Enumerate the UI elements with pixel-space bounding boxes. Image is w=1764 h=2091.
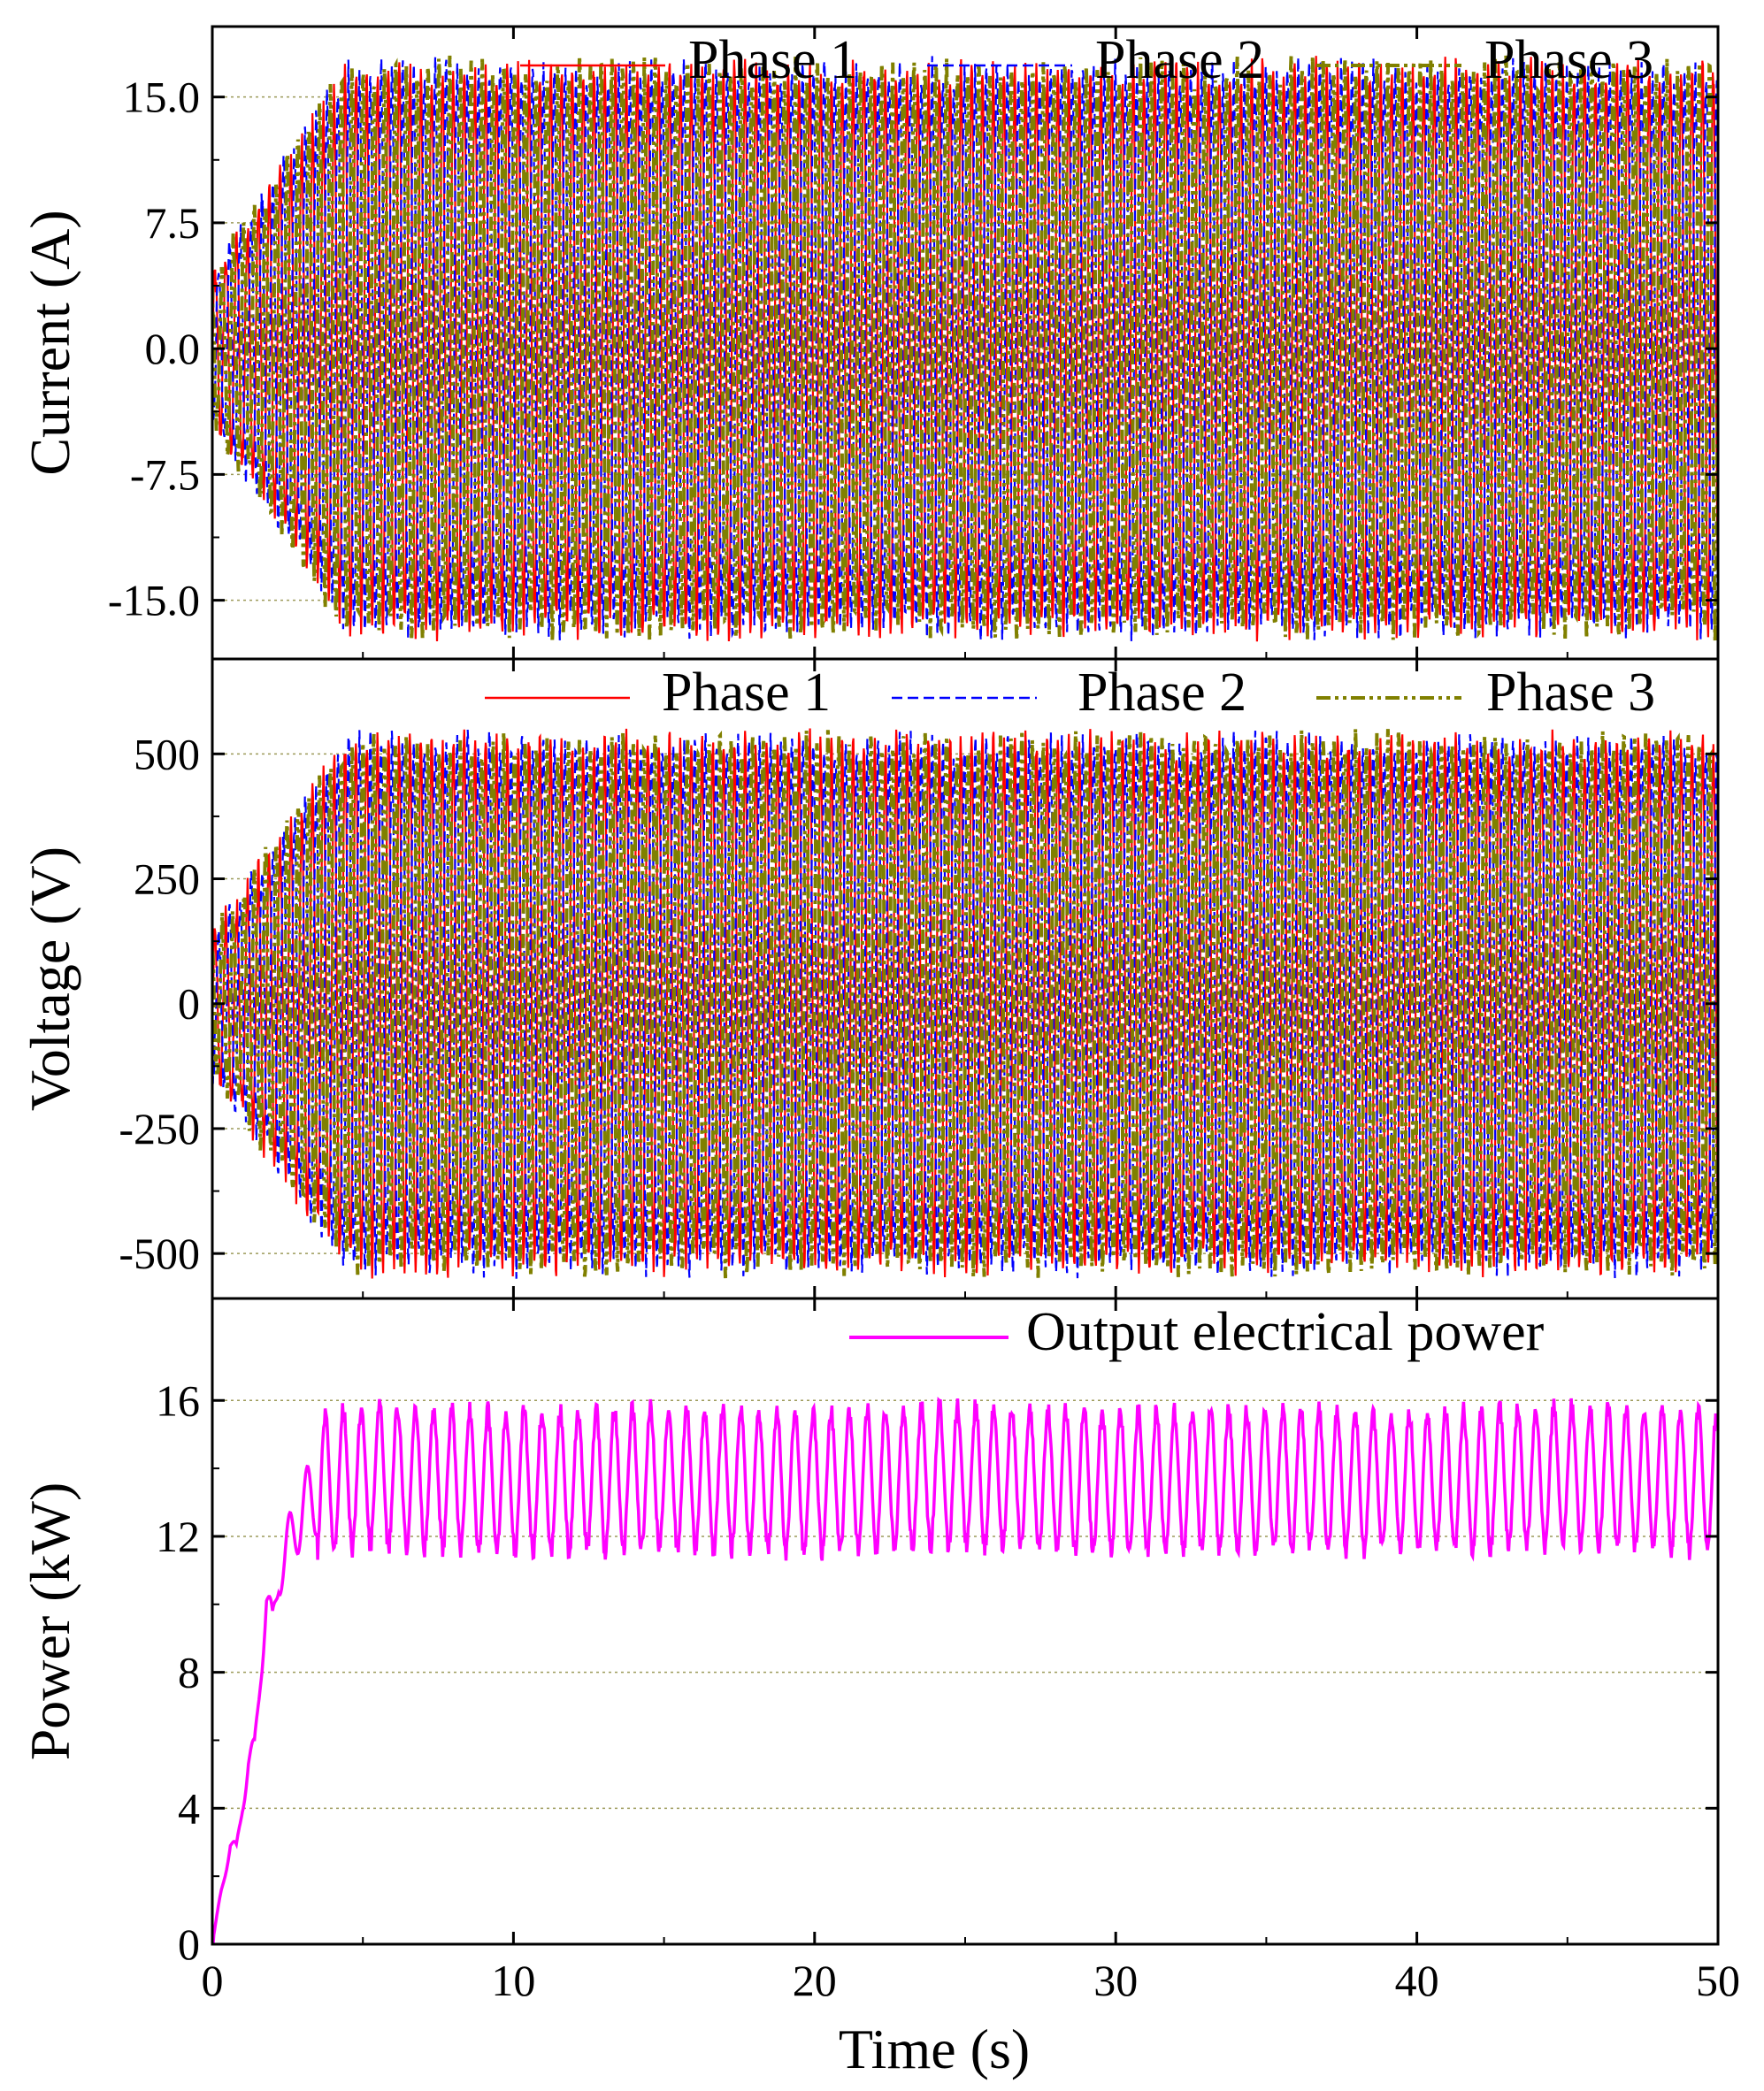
y-tick-label: 0.0 <box>145 324 201 373</box>
y-axis-title-voltage: Voltage (V) <box>19 846 81 1111</box>
plot-area-power <box>212 1396 1718 1944</box>
legend-label-phase-1: Phase 1 <box>662 663 831 723</box>
plot-area-current <box>212 55 1718 642</box>
x-tick-label: 20 <box>793 1956 837 2005</box>
x-tick-label: 50 <box>1696 1956 1740 2005</box>
series-voltage-phase-3 <box>212 728 1718 1279</box>
y-tick-label: 8 <box>178 1648 200 1697</box>
legend-label-phase-1: Phase 1 <box>688 30 857 90</box>
y-tick-label: -250 <box>119 1104 200 1153</box>
x-axis-title: Time (s) <box>839 2018 1030 2080</box>
y-tick-label: -7.5 <box>130 449 200 499</box>
y-tick-label: 12 <box>156 1512 200 1561</box>
legend-label-power: Output electrical power <box>1026 1302 1545 1362</box>
y-tick-label: 0 <box>178 979 200 1029</box>
y-tick-label: 0 <box>178 1919 200 1969</box>
legend-label-phase-3: Phase 3 <box>1484 30 1653 90</box>
x-tick-label: 0 <box>202 1956 224 2005</box>
panel-current: -15.0 -7.5 0.0 7.5 15.0 Current (A) Phase 1 Pha… <box>19 25 1720 661</box>
y-axis-title-current: Current (A) <box>19 210 81 475</box>
x-tick-label: 10 <box>491 1956 535 2005</box>
panel-power: 0 4 8 12 16 Power (kW) Output electrical power <box>19 1297 1720 1969</box>
legend-label-phase-2: Phase 2 <box>1095 30 1264 90</box>
series-output-electrical-power <box>212 1396 1718 1944</box>
y-tick-label: 7.5 <box>145 198 201 248</box>
y-tick-label: -15.0 <box>108 576 200 625</box>
legend-label-phase-2: Phase 2 <box>1078 663 1246 723</box>
plot-frame <box>211 1297 1720 1946</box>
plot-area-voltage <box>212 728 1718 1279</box>
y-axis-title-power: Power (kW) <box>19 1482 81 1761</box>
y-tick-label: 15.0 <box>123 73 201 122</box>
x-tick-label: 30 <box>1093 1956 1138 2005</box>
y-tick-label: 250 <box>134 854 200 904</box>
y-tick-label: 16 <box>156 1375 200 1425</box>
x-tick-label: 40 <box>1395 1956 1439 2005</box>
panel-voltage: -500 -250 0 250 500 Voltage (V) Phase 1 Phase 2… <box>19 657 1720 1300</box>
y-tick-label: 4 <box>178 1783 200 1833</box>
legend-label-phase-3: Phase 3 <box>1486 663 1655 723</box>
y-tick-label: -500 <box>119 1229 200 1278</box>
y-tick-label: 500 <box>134 729 200 778</box>
series-current-phase-3 <box>212 55 1718 642</box>
